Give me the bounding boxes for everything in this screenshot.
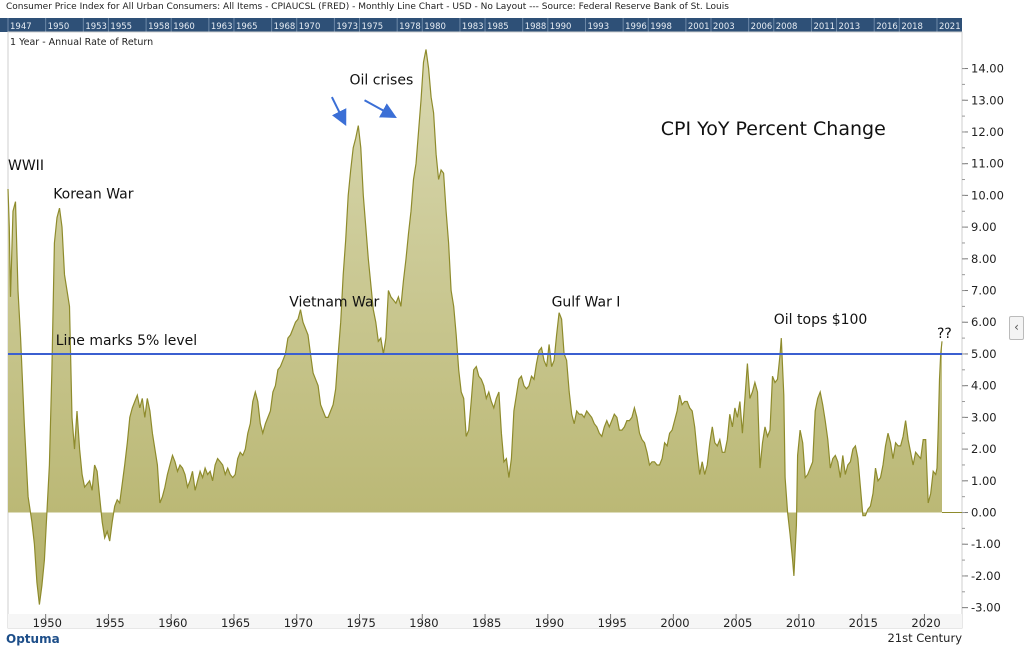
x-tick-label: 1965 [221,616,250,630]
y-tick-label: -3.00 [971,601,1001,615]
annotation-label: Vietnam War [289,294,379,310]
x-tick-label: 1990 [535,616,564,630]
top-year-label: 2016 [876,22,898,32]
x-axis-background [8,614,962,628]
cpi-series [7,49,962,605]
top-year-label: 2011 [813,22,835,32]
annotation-label: Gulf War I [552,294,621,310]
x-axis-strip [8,614,962,628]
indicator-label: 1 Year - Annual Rate of Return [10,37,154,48]
arrows [330,96,397,127]
x-tick-label: 2000 [660,616,689,630]
top-year-label: 1980 [424,22,446,32]
y-tick-label: 14.00 [971,62,1004,76]
x-tick-label: 1980 [409,616,438,630]
x-tick-label: 1960 [158,616,187,630]
top-year-label: 1963 [211,22,233,32]
top-year-label: 1970 [299,22,321,32]
top-year-label: 1955 [110,22,132,32]
cpi-line [7,49,943,605]
top-year-label: 2008 [776,22,798,32]
top-year-label: 2006 [751,22,773,32]
annotation-label: ?? [937,326,952,342]
y-tick-label: 2.00 [971,442,997,456]
y-tick-label: 9.00 [971,220,997,234]
x-tick-label: 2005 [723,616,752,630]
optuma-logo: Optuma [6,632,60,646]
annotation-label: WWII [8,158,44,174]
y-tick-label: 4.00 [971,379,997,393]
top-year-label: 1978 [399,22,421,32]
annotation-label: Korean War [53,187,134,203]
x-tick-label: 1985 [472,616,501,630]
top-year-label: 2013 [839,22,861,32]
top-year-label: 1998 [650,22,672,32]
hline-label: Line marks 5% level [56,333,197,349]
top-year-label: 1973 [336,22,358,32]
y-tick-label: 5.00 [971,347,997,361]
y-tick-label: 3.00 [971,410,997,424]
top-year-label: 1985 [487,22,509,32]
chart-title: CPI YoY Percent Change [661,118,886,140]
top-year-label: 1965 [236,22,258,32]
top-year-label: 1975 [362,22,384,32]
top-year-label: 2001 [688,22,710,32]
top-year-label: 1960 [173,22,195,32]
top-year-label: 1950 [48,22,70,32]
annotation-label: Oil tops $100 [774,312,868,328]
y-tick-label: 12.00 [971,125,1004,139]
top-year-label: 1953 [85,22,107,32]
y-tick-label: -2.00 [971,569,1001,583]
top-year-label: 1993 [587,22,609,32]
x-tick-label: 2020 [911,616,940,630]
top-year-labels: 1947 1950 1953 1955 1958 1960 1963 1965 1968 1970… [7,18,961,32]
x-tick-label: 1950 [33,616,62,630]
y-tick-label: 7.00 [971,284,997,298]
top-year-label: 1988 [525,22,547,32]
y-tick-label: 11.00 [971,157,1004,171]
top-year-label: 1983 [462,22,484,32]
five-percent-line: Line marks 5% level [8,333,962,355]
y-tick-label: 10.00 [971,188,1004,202]
x-tick-label: 1995 [598,616,627,630]
top-year-label: 1947 [10,22,32,32]
top-year-label: 1996 [625,22,647,32]
annotation-label: Oil crises [349,72,413,88]
era-label: 21st Century [887,631,962,645]
top-year-bar [0,18,962,32]
x-tick-label: 1970 [284,616,313,630]
top-year-label: 1958 [148,22,170,32]
y-tick-label: 8.00 [971,252,997,266]
top-year-label: 2018 [901,22,923,32]
y-tick-label: 13.00 [971,93,1004,107]
cpi-area [8,49,942,605]
annotations: WWII Korean War Vietnam War Oil crises Gulf … [8,72,952,342]
top-year-label: 2021 [939,22,961,32]
y-tick-label: -1.00 [971,537,1001,551]
y-tick-label: 1.00 [971,474,997,488]
x-tick-label: 1955 [95,616,124,630]
x-tick-label: 2015 [849,616,878,630]
x-tick-label: 2010 [786,616,815,630]
top-year-label: 1968 [274,22,296,32]
annotation-arrow [330,96,347,127]
annotation-arrow [364,99,397,119]
x-tick-label: 1975 [347,616,376,630]
x-axis: 1950 1955 1960 1965 1970 1975 1980 1985 1990 1995… [33,614,941,630]
y-tick-label: 6.00 [971,315,997,329]
top-year-label: 2003 [713,22,735,32]
top-year-label: 1990 [550,22,572,32]
chart-header-title: Consumer Price Index for All Urban Consu… [6,2,729,12]
chevron-left-icon[interactable]: ‹ [1009,316,1024,340]
y-axis: -3.00 -2.00 -1.00 0.00 1.00 2.00 3.00 4.00 5.00 6… [962,62,1004,615]
y-tick-label: 0.00 [971,506,997,520]
